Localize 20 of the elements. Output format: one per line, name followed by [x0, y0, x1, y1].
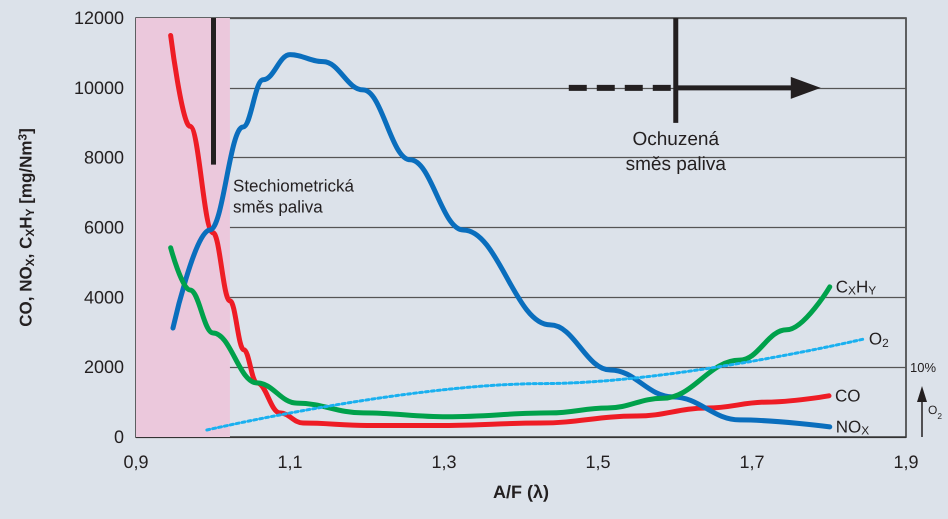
x-tick-label: 1,5	[585, 452, 611, 472]
annotation: Ochuzená směs paliva	[626, 128, 726, 175]
x-axis-title: A/F (λ)	[493, 482, 549, 502]
y-tick-label: 0	[114, 427, 124, 447]
text: 10%	[910, 360, 936, 375]
text: CO, NOX, CXHY [mg/Nm3]	[15, 128, 37, 327]
x-tick-label: 1,7	[739, 452, 765, 472]
x-tick-label: 0,9	[123, 452, 149, 472]
x-tick-label: 1,1	[277, 452, 303, 472]
text: O$_{2}$	[928, 403, 942, 421]
y-tick-label: 10000	[74, 78, 124, 98]
series-label: CO	[835, 386, 860, 406]
y-tick-label: 6000	[84, 218, 124, 238]
y-tick-label: 8000	[84, 148, 124, 168]
y-tick-label: 2000	[84, 357, 124, 378]
x-tick-label: 1,9	[893, 452, 919, 472]
ref-line-label: Stechiometrická směs paliva	[233, 176, 354, 217]
y-tick-label: 4000	[84, 287, 124, 308]
x-tick-label: 1,3	[431, 452, 457, 472]
y-tick-label: 12000	[74, 8, 124, 28]
